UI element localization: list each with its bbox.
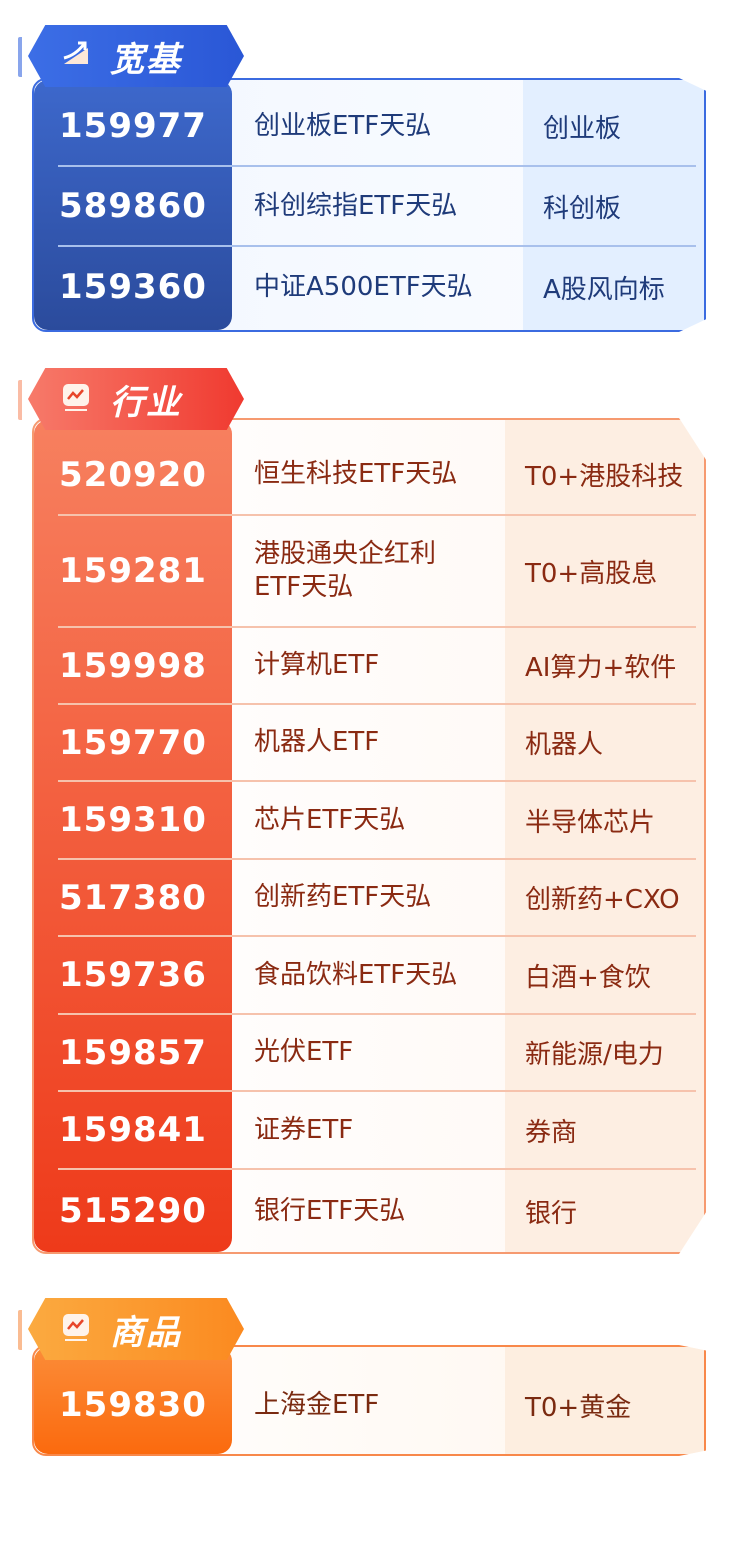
fund-code: 520920 bbox=[59, 454, 207, 495]
fund-code: 159841 bbox=[59, 1110, 207, 1150]
fund-tag: T0+高股息 bbox=[525, 558, 658, 589]
table-industry: 520920 恒生科技ETF天弘 T0+港股科技 159281 港股通央企红利 … bbox=[32, 418, 706, 1254]
line-chart-icon bbox=[60, 1311, 92, 1347]
fund-code: 159310 bbox=[59, 800, 207, 840]
table-row[interactable]: 159736 食品饮料ETF天弘 白酒+食饮 bbox=[34, 936, 704, 1014]
fund-tag: 白酒+食饮 bbox=[525, 962, 651, 993]
fund-name: 科创综指ETF天弘 bbox=[254, 190, 458, 221]
row-divider bbox=[58, 165, 696, 167]
fund-code: 517380 bbox=[59, 877, 207, 918]
fund-tag: T0+港股科技 bbox=[525, 462, 684, 492]
fund-tag: 券商 bbox=[525, 1117, 578, 1148]
decor-bracket bbox=[18, 37, 32, 77]
fund-name: 创业板ETF天弘 bbox=[254, 110, 432, 141]
fund-name: 芯片ETF天弘 bbox=[254, 804, 406, 835]
tag-column-bg bbox=[505, 1347, 704, 1454]
fund-name: 创新药ETF天弘 bbox=[254, 882, 432, 912]
row-divider bbox=[58, 935, 696, 937]
row-divider bbox=[58, 245, 696, 247]
fund-tag: 创业板 bbox=[543, 113, 622, 144]
table-row[interactable]: 515290 银行ETF天弘 银行 bbox=[34, 1169, 704, 1252]
fund-name: 中证A500ETF天弘 bbox=[254, 271, 473, 302]
table-row[interactable]: 159360 中证A500ETF天弘 A股风向标 bbox=[34, 246, 704, 328]
table-row[interactable]: 159770 机器人ETF 机器人 bbox=[34, 704, 704, 781]
fund-tag: 银行 bbox=[525, 1198, 578, 1229]
fund-name: 港股通央企红利 ETF天弘 bbox=[254, 539, 437, 602]
table-broad: 159977 创业板ETF天弘 创业板 589860 科创综指ETF天弘 科创板… bbox=[32, 78, 706, 332]
section-tab-commodity[interactable]: 商品 bbox=[28, 1298, 244, 1360]
code-column-bg bbox=[34, 1347, 232, 1454]
table-row[interactable]: 159830 上海金ETF T0+黄金 bbox=[34, 1355, 704, 1454]
table-row[interactable]: 589860 科创综指ETF天弘 科创板 bbox=[34, 166, 704, 246]
fund-name: 机器人ETF bbox=[254, 727, 380, 757]
tag-column-bg bbox=[505, 420, 704, 1252]
section-tab-industry[interactable]: 行业 bbox=[28, 368, 244, 430]
row-divider bbox=[58, 1168, 696, 1170]
fund-tag: 科创板 bbox=[543, 193, 622, 224]
row-divider bbox=[58, 514, 696, 516]
row-divider bbox=[58, 780, 696, 782]
fund-code: 159830 bbox=[59, 1385, 207, 1425]
table-row[interactable]: 159977 创业板ETF天弘 创业板 bbox=[34, 86, 704, 166]
fund-tag: 机器人 bbox=[525, 730, 604, 760]
fund-code: 589860 bbox=[59, 186, 207, 226]
fund-tag: A股风向标 bbox=[543, 274, 665, 305]
fund-code: 159360 bbox=[59, 267, 207, 307]
fund-tag: T0+黄金 bbox=[525, 1392, 632, 1423]
fund-tag: AI算力+软件 bbox=[525, 653, 677, 683]
fund-name: 光伏ETF bbox=[254, 1037, 354, 1067]
fund-code: 159281 bbox=[59, 551, 207, 591]
section-tab-broad[interactable]: 宽基 bbox=[28, 25, 244, 87]
trend-up-icon bbox=[60, 38, 92, 74]
table-row[interactable]: 520920 恒生科技ETF天弘 T0+港股科技 bbox=[34, 434, 704, 515]
fund-tag: 半导体芯片 bbox=[525, 807, 656, 838]
code-column-bg bbox=[34, 80, 232, 330]
fund-name: 恒生科技ETF天弘 bbox=[254, 459, 458, 489]
table-row[interactable]: 159310 芯片ETF天弘 半导体芯片 bbox=[34, 781, 704, 859]
fund-tag: 新能源/电力 bbox=[525, 1040, 664, 1070]
fund-name: 证券ETF bbox=[254, 1114, 354, 1145]
row-divider bbox=[58, 703, 696, 705]
row-divider bbox=[58, 626, 696, 628]
decor-bracket bbox=[18, 1310, 32, 1350]
row-divider bbox=[58, 1090, 696, 1092]
section-title: 行业 bbox=[110, 382, 182, 423]
fund-name: 计算机ETF bbox=[254, 650, 380, 680]
fund-code: 159770 bbox=[59, 722, 207, 763]
fund-code: 159998 bbox=[59, 645, 207, 686]
table-commodity: 159830 上海金ETF T0+黄金 bbox=[32, 1345, 706, 1456]
table-row[interactable]: 159857 光伏ETF 新能源/电力 bbox=[34, 1014, 704, 1091]
fund-code: 159977 bbox=[59, 106, 207, 146]
fund-tag: 创新药+CXO bbox=[525, 885, 680, 915]
table-row[interactable]: 159841 证券ETF 券商 bbox=[34, 1091, 704, 1169]
code-column-bg bbox=[34, 420, 232, 1252]
line-chart-icon bbox=[60, 381, 92, 417]
fund-code: 159857 bbox=[59, 1032, 207, 1073]
fund-name: 食品饮料ETF天弘 bbox=[254, 959, 458, 990]
fund-name: 银行ETF天弘 bbox=[254, 1195, 406, 1226]
section-title: 宽基 bbox=[110, 39, 182, 80]
fund-code: 515290 bbox=[59, 1191, 207, 1231]
row-divider bbox=[58, 1013, 696, 1015]
table-row[interactable]: 517380 创新药ETF天弘 创新药+CXO bbox=[34, 859, 704, 936]
row-divider bbox=[58, 858, 696, 860]
table-row[interactable]: 159998 计算机ETF AI算力+软件 bbox=[34, 627, 704, 704]
section-title: 商品 bbox=[110, 1312, 182, 1353]
fund-code: 159736 bbox=[59, 955, 207, 995]
tag-column-bg bbox=[523, 80, 704, 330]
decor-bracket bbox=[18, 380, 32, 420]
fund-name: 上海金ETF bbox=[254, 1389, 380, 1420]
table-row[interactable]: 159281 港股通央企红利 ETF天弘 T0+高股息 bbox=[34, 515, 704, 627]
